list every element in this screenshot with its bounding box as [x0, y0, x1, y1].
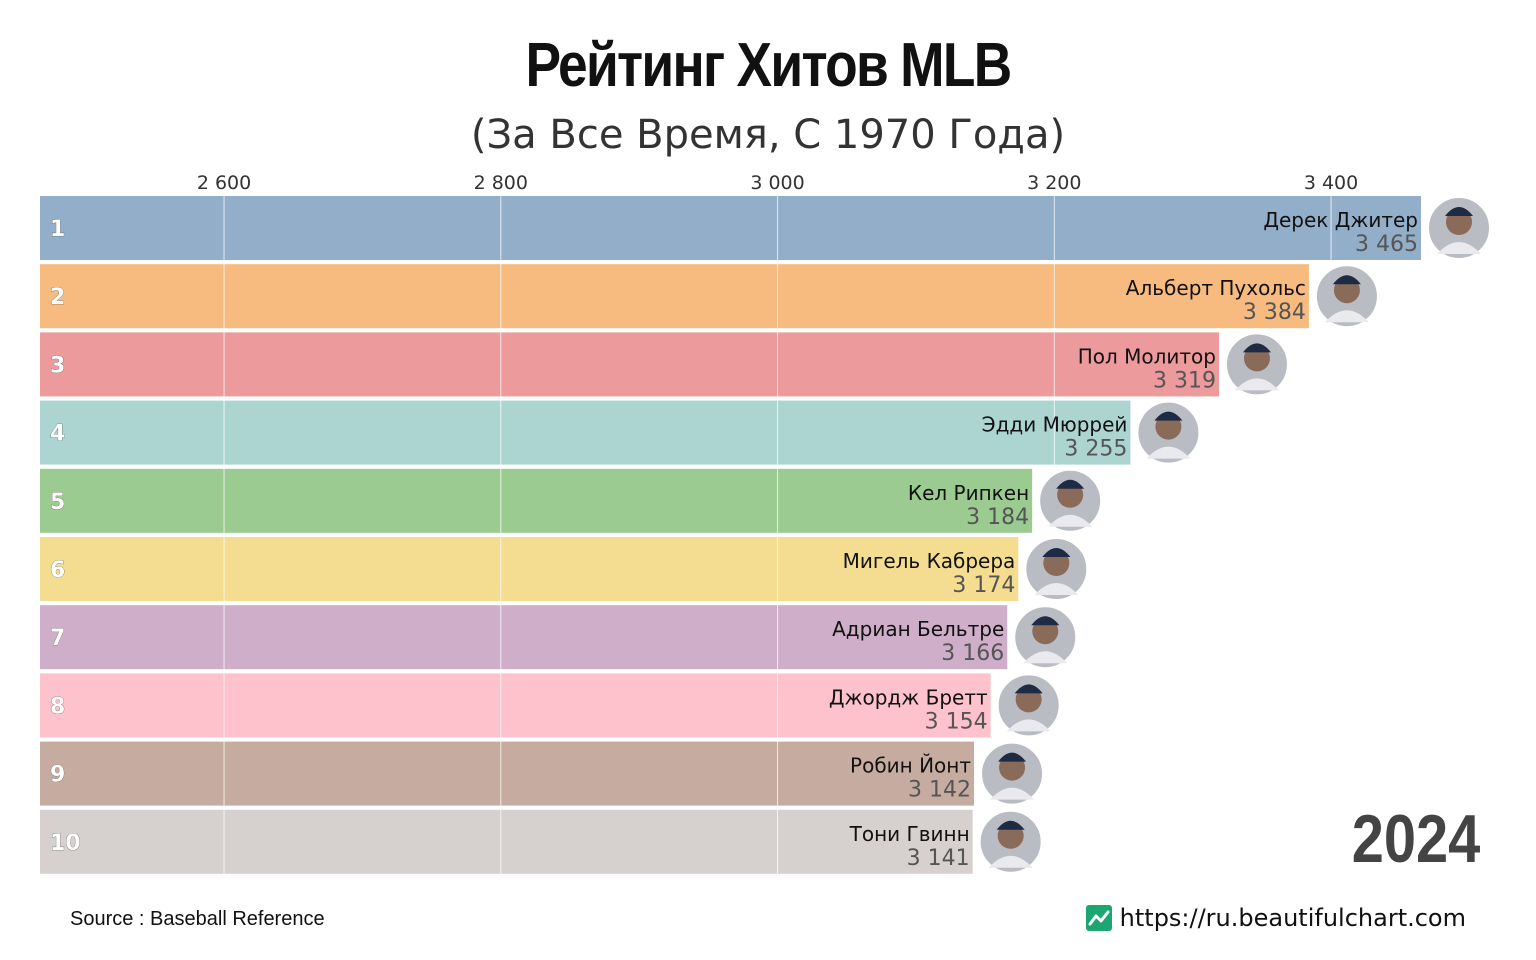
rank-label: 1 [50, 217, 65, 242]
player-cap-icon [1042, 548, 1071, 557]
bar-5 [40, 468, 1033, 533]
player-cap-icon [1031, 616, 1060, 626]
player-cap-icon [1056, 479, 1085, 489]
hits-value-label: 3 166 [941, 641, 1004, 666]
chart-logo-icon [1085, 905, 1112, 931]
x-tick-label: 2 800 [474, 172, 528, 194]
bar-2 [40, 264, 1309, 329]
brand-url[interactable]: https://ru.beautifulchart.com [1119, 904, 1466, 932]
player-name-label: Робин Йонт [850, 754, 971, 778]
player-cap-icon [996, 820, 1025, 830]
year-label: 2024 [1351, 801, 1480, 877]
hits-value-label: 3 142 [908, 778, 971, 803]
brand-link[interactable]: https://ru.beautifulchart.com [1085, 904, 1466, 932]
player-jersey-icon [1324, 310, 1369, 323]
player-jersey-icon [988, 855, 1033, 868]
hits-value-label: 3 174 [952, 573, 1015, 598]
player-cap-icon [998, 752, 1027, 762]
rank-label: 10 [50, 831, 81, 856]
hits-value-label: 3 255 [1064, 437, 1127, 462]
player-name-label: Кел Рипкен [908, 481, 1029, 505]
x-tick-label: 3 000 [750, 172, 804, 194]
hits-value-label: 3 141 [907, 846, 970, 871]
rank-label: 3 [50, 353, 65, 378]
bar-4 [40, 400, 1131, 465]
x-tick-label: 2 600 [197, 172, 251, 194]
hits-value-label: 3 319 [1153, 368, 1216, 393]
rank-label: 6 [50, 558, 65, 583]
player-name-label: Адриан Бельтре [832, 617, 1004, 641]
player-name-label: Дерек Джитер [1263, 208, 1418, 232]
bar-10 [40, 809, 973, 874]
hits-value-label: 3 184 [966, 505, 1029, 530]
rank-label: 8 [50, 694, 65, 719]
bar-8 [40, 673, 991, 738]
player-cap-icon [1242, 343, 1271, 353]
bar-9 [40, 741, 975, 806]
player-jersey-icon [1006, 719, 1051, 732]
player-jersey-icon [1034, 583, 1079, 595]
rank-label: 7 [50, 626, 65, 651]
player-jersey-icon [1234, 378, 1279, 391]
player-cap-icon [1014, 684, 1043, 694]
player-name-label: Джордж Бретт [829, 685, 988, 709]
hits-value-label: 3 154 [925, 709, 988, 734]
bar-3 [40, 332, 1219, 397]
rank-label: 5 [50, 490, 65, 515]
player-name-label: Эдди Мюррей [982, 413, 1128, 437]
player-jersey-icon [990, 787, 1035, 800]
chart-subtitle: (За Все Время, С 1970 Года) [470, 112, 1066, 158]
player-name-label: Тони Гвинн [849, 822, 970, 846]
rank-label: 9 [50, 763, 65, 788]
player-jersey-icon [1048, 514, 1093, 527]
player-jersey-icon [1146, 446, 1191, 459]
bar-7 [40, 605, 1008, 670]
player-jersey-icon [1023, 651, 1068, 664]
x-tick-label: 3 200 [1027, 172, 1081, 194]
player-jersey-icon [1437, 242, 1481, 254]
source-credit: Source : Baseball Reference [70, 908, 325, 930]
player-name-label: Пол Молитор [1078, 344, 1216, 368]
bar-1 [40, 196, 1421, 260]
rank-label: 4 [50, 422, 65, 447]
hits-value-label: 3 384 [1243, 300, 1306, 325]
player-name-label: Альберт Пухольс [1126, 276, 1306, 300]
x-tick-label: 3 400 [1304, 172, 1358, 194]
bar-6 [40, 537, 1019, 601]
player-cap-icon [1154, 411, 1183, 421]
rank-label: 2 [50, 285, 65, 310]
player-name-label: Мигель Кабрера [843, 549, 1016, 573]
player-cap-icon [1445, 207, 1473, 216]
chart-title: Рейтинг Хитов MLB [525, 31, 1013, 100]
hits-value-label: 3 465 [1355, 232, 1418, 257]
player-cap-icon [1332, 275, 1361, 285]
